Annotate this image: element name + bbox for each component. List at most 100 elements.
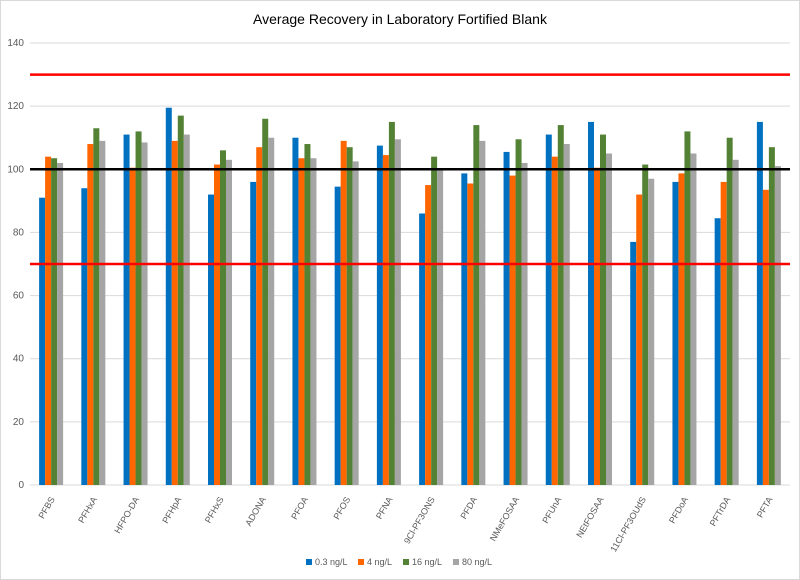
bar-ADONA-1: [256, 147, 263, 485]
y-tick-label: 100: [7, 164, 24, 175]
bar-PFHxA-0: [81, 188, 88, 485]
bar-PFNA-2: [388, 121, 395, 485]
bar-PFHpA-2: [177, 115, 184, 485]
x-tick-label: NMeFOSAA: [488, 495, 521, 543]
x-tick-label: PFTA: [755, 495, 775, 519]
gridlines: [30, 42, 790, 486]
bar-PFDA-1: [467, 183, 474, 485]
bar-PFHxS-0: [208, 194, 214, 486]
bar-PFUnA-2: [557, 125, 564, 485]
bar-11Cl-PF3OUdS-2: [642, 164, 649, 486]
bar-PFHpA-1: [171, 140, 178, 485]
bar-11Cl-PF3OUdS-3: [648, 178, 655, 485]
x-tick-label: PFHxA: [76, 495, 99, 525]
bar-PFOS-3: [352, 161, 359, 485]
bar-PFBS-2: [51, 158, 58, 485]
bar-PFUnA-1: [551, 156, 558, 485]
bar-PFHxS-1: [214, 164, 220, 486]
bar-9Cl-PF3ONS-2: [431, 156, 438, 485]
x-tick-label: PFHxS: [203, 495, 226, 525]
bar-PFDA-3: [479, 140, 486, 485]
bar-PFDA-0: [461, 173, 468, 485]
bar-ADONA-2: [262, 118, 269, 486]
bar-NMeFOSAA-0: [503, 151, 510, 485]
bar-PFUnA-0: [545, 134, 552, 486]
bar-PFDoA-1: [678, 173, 685, 485]
bar-PFOA-0: [292, 137, 299, 485]
y-tick-label: 140: [7, 38, 24, 49]
y-tick-label: 40: [13, 354, 25, 365]
legend-swatch: [453, 559, 459, 565]
x-tick-label: PFUnA: [540, 495, 563, 525]
y-tick-label: 80: [13, 227, 25, 238]
y-tick-label: 60: [13, 291, 25, 302]
bar-PFTrDA-2: [726, 137, 733, 485]
bar-PFHxA-3: [99, 140, 106, 485]
bar-PFTA-3: [774, 166, 781, 485]
reference-lines: [30, 73, 790, 266]
x-tick-label: PFBS: [36, 495, 56, 520]
legend-label: 80 ng/L: [462, 557, 492, 567]
bar-PFBS-3: [57, 162, 64, 485]
bar-NMeFOSAA-3: [521, 162, 528, 485]
legend-swatch: [358, 559, 364, 565]
bar-PFDA-2: [473, 125, 480, 485]
bar-PFOA-3: [310, 158, 317, 485]
bar-9Cl-PF3ONS-3: [437, 169, 444, 486]
bar-HFPO-DA-1: [129, 167, 136, 485]
x-tick-label: PFHpA: [160, 495, 183, 525]
bar-PFTA-0: [756, 121, 763, 485]
x-tick-label: HFPO-DA: [112, 495, 141, 535]
bar-ADONA-0: [250, 181, 257, 485]
bar-PFDoA-2: [684, 131, 691, 485]
y-axis-ticks: 0 20 40 60 80 100 120 140: [7, 38, 24, 491]
bar-NMeFOSAA-1: [509, 175, 516, 485]
legend-label: 16 ng/L: [412, 557, 442, 567]
bar-NEtFOSAA-1: [594, 167, 600, 485]
bar-PFNA-0: [376, 145, 383, 485]
bar-NMeFOSAA-2: [515, 139, 522, 486]
legend: 0.3 ng/L 4 ng/L 16 ng/L 80 ng/L: [306, 557, 492, 567]
bar-PFTA-1: [762, 189, 769, 486]
bars: [39, 107, 781, 486]
bar-PFBS-1: [45, 156, 52, 485]
x-tick-label: ADONA: [243, 495, 268, 528]
x-tick-label: PFOA: [289, 495, 310, 521]
bar-PFTrDA-0: [714, 218, 721, 485]
bar-PFNA-3: [394, 139, 401, 486]
x-tick-label: PFDA: [458, 495, 479, 521]
legend-swatch: [306, 559, 312, 565]
bar-PFDoA-3: [690, 153, 697, 485]
x-tick-label: PFOS: [331, 495, 352, 521]
bar-PFBS-0: [39, 197, 46, 485]
bar-PFTrDA-3: [732, 159, 739, 486]
legend-swatch: [403, 559, 409, 565]
bar-PFHpA-3: [183, 134, 190, 486]
bar-PFHxA-1: [87, 144, 94, 485]
bar-ADONA-3: [268, 137, 275, 485]
bar-9Cl-PF3ONS-1: [425, 185, 432, 486]
bar-9Cl-PF3ONS-0: [419, 213, 426, 485]
x-axis-labels: PFBS PFHxA HFPO-DA PFHpA PFHxS ADONA PFOA PFOS P…: [36, 495, 774, 554]
legend-label: 0.3 ng/L: [315, 557, 348, 567]
bar-PFHxS-3: [226, 159, 232, 486]
y-tick-label: 0: [18, 480, 24, 491]
bar-PFHpA-0: [165, 107, 172, 485]
bar-PFNA-1: [382, 155, 389, 486]
bar-NEtFOSAA-3: [606, 153, 612, 485]
bar-NEtFOSAA-2: [600, 134, 606, 486]
x-tick-label: PFTrDA: [708, 495, 733, 528]
x-tick-label: 11Cl-PF3OUdS: [608, 495, 648, 554]
bar-11Cl-PF3OUdS-1: [636, 194, 643, 486]
bar-HFPO-DA-0: [123, 134, 130, 486]
bar-PFOS-0: [334, 186, 341, 485]
bar-PFTA-2: [768, 147, 775, 485]
bar-HFPO-DA-2: [135, 131, 142, 485]
chart-title: Average Recovery in Laboratory Fortified…: [253, 11, 548, 27]
legend-label: 4 ng/L: [367, 557, 392, 567]
bar-PFOS-1: [340, 140, 347, 485]
bar-PFTrDA-1: [720, 181, 727, 485]
bar-PFOA-1: [298, 158, 305, 485]
y-tick-label: 20: [13, 417, 25, 428]
bar-PFOS-2: [346, 147, 353, 485]
